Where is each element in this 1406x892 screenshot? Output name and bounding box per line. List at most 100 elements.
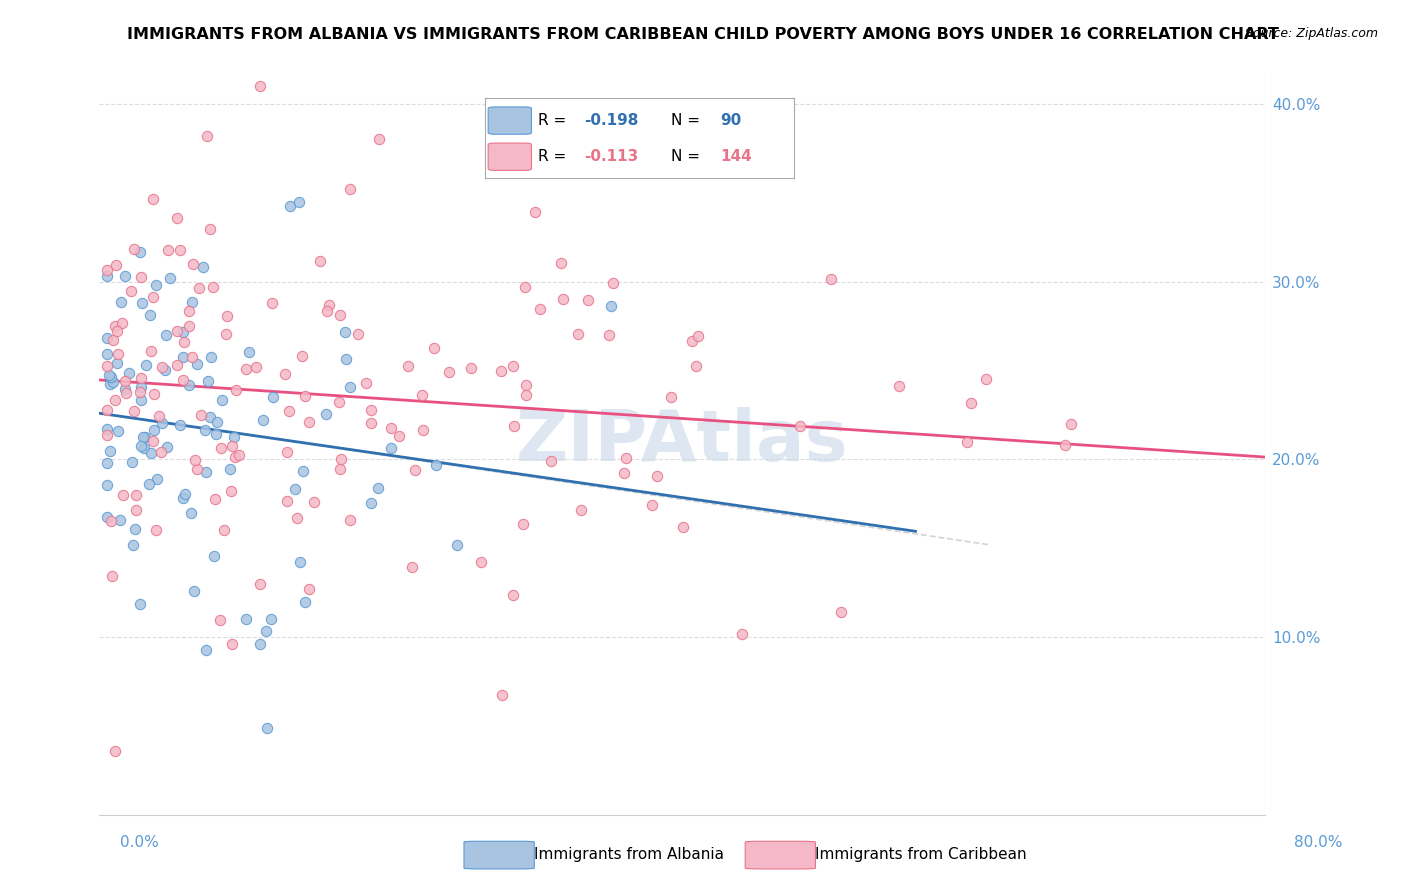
- Point: [396, 359, 419, 373]
- Point: [423, 342, 446, 356]
- Point: [124, 522, 146, 536]
- Point: [100, 514, 122, 528]
- Point: [186, 357, 208, 371]
- Point: [181, 351, 204, 365]
- Point: [600, 299, 623, 313]
- Point: [156, 441, 179, 455]
- Point: [208, 613, 231, 627]
- Point: [110, 294, 132, 309]
- Point: [142, 192, 165, 206]
- Point: [974, 371, 997, 385]
- Point: [149, 445, 172, 459]
- Point: [411, 387, 433, 401]
- Point: [181, 257, 204, 271]
- Point: [104, 258, 127, 272]
- Point: [512, 516, 534, 531]
- Point: [491, 364, 513, 378]
- Point: [316, 304, 339, 318]
- Point: [294, 595, 316, 609]
- Point: [172, 325, 194, 339]
- Text: 90: 90: [720, 113, 741, 128]
- Point: [298, 415, 321, 429]
- Point: [146, 472, 169, 486]
- Point: [96, 477, 118, 491]
- Point: [262, 390, 284, 404]
- Point: [789, 418, 811, 433]
- Point: [412, 423, 434, 437]
- Point: [172, 373, 194, 387]
- Point: [659, 390, 682, 404]
- Point: [142, 434, 165, 448]
- Point: [131, 380, 153, 394]
- Point: [204, 492, 226, 507]
- Point: [139, 344, 162, 359]
- Text: R =: R =: [537, 113, 571, 128]
- Point: [360, 496, 382, 510]
- Point: [112, 488, 135, 502]
- Point: [107, 346, 129, 360]
- Point: [368, 132, 391, 146]
- Point: [360, 402, 382, 417]
- Point: [278, 199, 301, 213]
- Point: [339, 379, 361, 393]
- Point: [425, 458, 447, 472]
- Point: [131, 296, 153, 310]
- Point: [96, 268, 118, 283]
- Point: [278, 404, 301, 418]
- Point: [125, 503, 148, 517]
- Point: [98, 377, 121, 392]
- Point: [249, 78, 271, 93]
- Point: [294, 389, 316, 403]
- Point: [197, 374, 219, 388]
- Point: [177, 319, 200, 334]
- Point: [238, 345, 260, 359]
- Point: [215, 310, 238, 324]
- Point: [177, 304, 200, 318]
- Point: [96, 422, 118, 436]
- Point: [529, 302, 551, 317]
- Point: [221, 637, 243, 651]
- Point: [104, 318, 127, 333]
- Point: [96, 359, 118, 373]
- Point: [256, 721, 278, 735]
- Point: [360, 416, 382, 430]
- Point: [96, 456, 118, 470]
- Point: [139, 309, 162, 323]
- Point: [285, 510, 308, 524]
- Point: [318, 298, 340, 312]
- Point: [173, 334, 195, 349]
- Point: [105, 356, 128, 370]
- Point: [145, 278, 167, 293]
- Point: [613, 466, 636, 480]
- Point: [401, 559, 423, 574]
- Point: [380, 420, 402, 434]
- Point: [228, 448, 250, 462]
- Point: [460, 361, 482, 376]
- Point: [100, 370, 122, 384]
- Point: [567, 327, 589, 342]
- Point: [224, 450, 246, 464]
- Point: [276, 493, 298, 508]
- FancyBboxPatch shape: [488, 107, 531, 134]
- Point: [128, 597, 150, 611]
- Point: [121, 455, 143, 469]
- Point: [111, 317, 134, 331]
- Point: [540, 454, 562, 468]
- Point: [166, 358, 188, 372]
- Point: [110, 513, 132, 527]
- Point: [159, 270, 181, 285]
- Point: [134, 430, 156, 444]
- Point: [177, 378, 200, 392]
- Point: [186, 462, 208, 476]
- Point: [129, 439, 152, 453]
- Point: [1284, 509, 1306, 524]
- Point: [404, 463, 426, 477]
- Text: ZIPAtlas: ZIPAtlas: [516, 407, 849, 476]
- Point: [288, 194, 311, 209]
- Point: [114, 374, 136, 388]
- Point: [105, 324, 128, 338]
- Text: 144: 144: [720, 149, 752, 164]
- Point: [315, 407, 337, 421]
- Point: [553, 293, 575, 307]
- Point: [100, 444, 122, 458]
